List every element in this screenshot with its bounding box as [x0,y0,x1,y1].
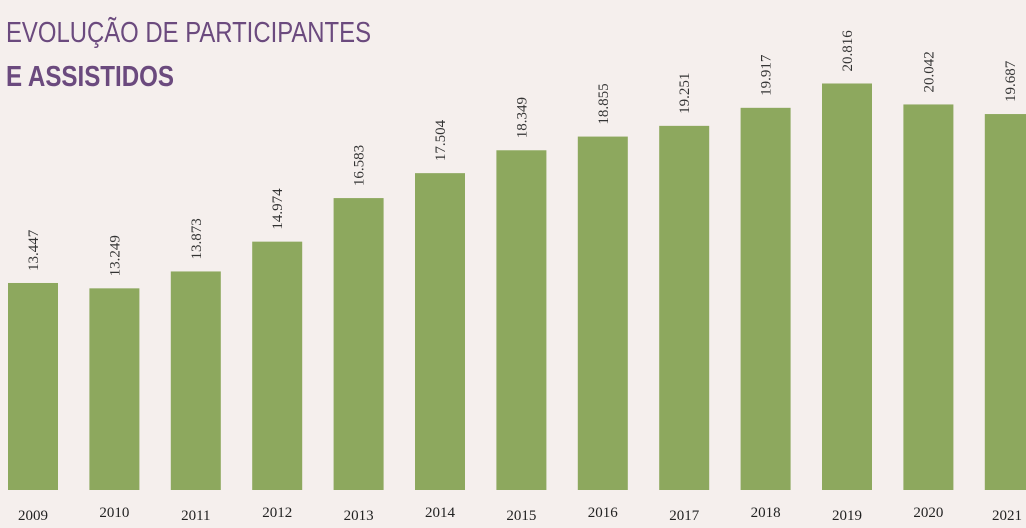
x-tick-label: 2011 [181,508,210,524]
bar [170,271,221,490]
x-tick-label: 2019 [832,508,862,524]
bar [415,173,465,491]
bar [822,83,872,490]
x-tick-label: 2015 [506,508,536,524]
bar [740,107,791,490]
value-label: 20.042 [921,51,937,92]
value-label: 13.447 [26,229,42,271]
value-label: 18.855 [596,83,612,124]
x-tick-label: 2020 [913,505,943,521]
value-label: 13.873 [189,218,205,259]
x-tick-label: 2013 [344,508,374,524]
x-tick-label: 2018 [751,505,781,521]
bar [577,136,628,491]
x-tick-label: 2017 [669,508,700,524]
bar [984,114,1026,490]
bar [8,282,58,490]
chart-title: EVOLUÇÃO DE PARTICIPANTES [6,15,371,49]
x-tick-label: 2016 [588,505,619,521]
bar [333,198,384,490]
value-label: 18.349 [514,97,530,138]
value-label: 13.249 [107,235,123,276]
value-label: 20.816 [840,30,856,72]
value-label: 19.251 [677,73,693,114]
value-label: 19.687 [1003,60,1019,102]
x-tick-label: 2021 [992,508,1022,524]
value-label: 17.504 [433,119,449,161]
bar [903,104,954,491]
bar [496,150,547,490]
bar [252,241,303,490]
x-tick-label: 2014 [425,505,456,521]
bar [659,125,710,490]
value-label: 16.583 [352,145,368,186]
value-label: 14.974 [270,188,286,230]
x-tick-label: 2009 [18,508,48,524]
chart-subtitle: E ASSISTIDOS [6,61,174,93]
x-tick-label: 2012 [262,505,292,521]
x-tick-label: 2010 [99,505,129,521]
value-label: 19.917 [759,54,775,96]
bar [89,288,140,490]
